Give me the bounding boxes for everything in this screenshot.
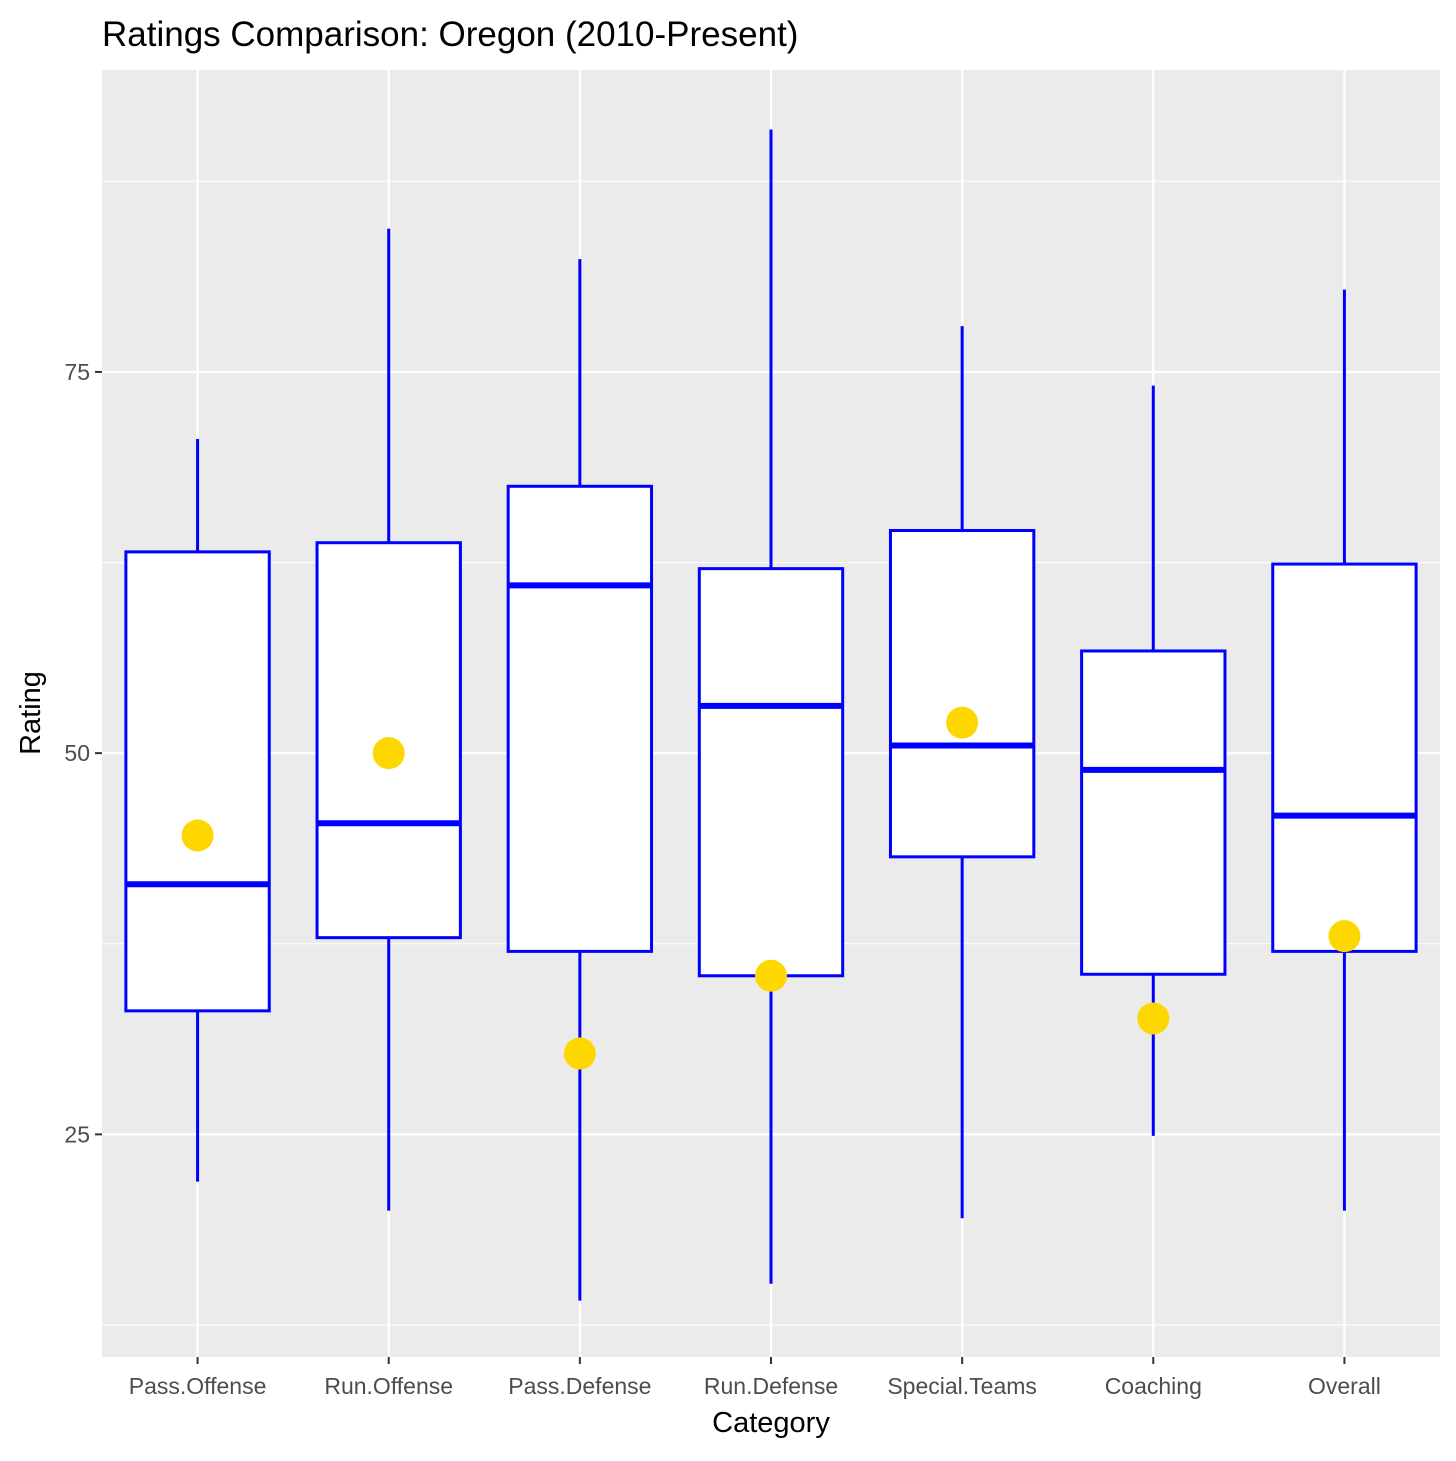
chart-title: Ratings Comparison: Oregon (2010-Present… bbox=[102, 15, 798, 54]
iqr-box bbox=[1271, 562, 1418, 953]
box-pass-defense bbox=[506, 259, 654, 1301]
y-tick-label: 25 bbox=[64, 1121, 90, 1147]
iqr-box bbox=[697, 567, 845, 978]
box-pass-offense bbox=[124, 439, 271, 1182]
box-special-teams bbox=[888, 326, 1036, 1219]
mean-point bbox=[372, 737, 405, 770]
y-tick-label: 75 bbox=[64, 359, 90, 385]
mean-point bbox=[946, 706, 979, 739]
y-axis-label: Rating bbox=[15, 671, 47, 755]
box-overall bbox=[1271, 289, 1418, 1211]
y-tick-label: 50 bbox=[64, 740, 90, 766]
x-tick-label: Pass.Defense bbox=[508, 1373, 651, 1399]
iqr-box bbox=[124, 550, 271, 1013]
x-tick-label: Run.Defense bbox=[704, 1373, 838, 1399]
box-coaching bbox=[1080, 385, 1227, 1136]
x-tick-label: Pass.Offense bbox=[129, 1373, 267, 1399]
x-tick-label: Special.Teams bbox=[887, 1373, 1037, 1399]
x-axis-label: Category bbox=[712, 1407, 830, 1439]
box-run-offense bbox=[315, 228, 462, 1211]
iqr-box bbox=[888, 529, 1036, 859]
box-run-defense bbox=[697, 129, 845, 1284]
mean-point bbox=[181, 819, 214, 852]
mean-point bbox=[1137, 1002, 1170, 1035]
mean-point bbox=[1328, 920, 1361, 953]
iqr-box bbox=[1080, 649, 1227, 976]
mean-point bbox=[563, 1037, 596, 1070]
mean-point bbox=[755, 959, 787, 992]
x-tick-label: Run.Offense bbox=[324, 1373, 453, 1399]
x-tick-label: Overall bbox=[1308, 1373, 1381, 1399]
x-tick-label: Coaching bbox=[1105, 1373, 1202, 1399]
iqr-box bbox=[506, 484, 654, 953]
